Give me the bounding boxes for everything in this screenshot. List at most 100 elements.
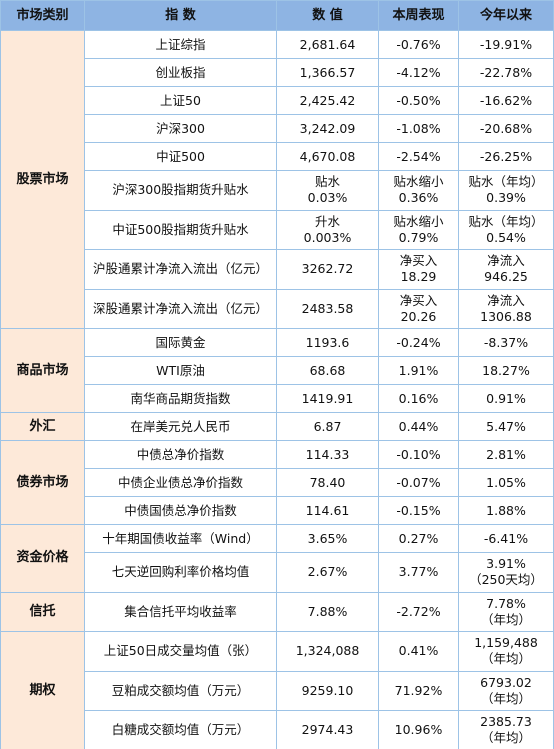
index-name: 国际黄金 [84,328,277,357]
cell-line: 贴水（年均） [468,174,544,190]
data-row: 深股通累计净流入流出（亿元） 2483.58 净买入 20.26 净流入 1306.88 [1,288,554,329]
data-row: 商品市场 国际黄金 1193.6 -0.24% -8.37% [0,328,554,413]
index-name: 中债国债总净价指数 [84,496,277,525]
data-row: 沪股通累计净流入流出（亿元） 3262.72 净买入 18.29 净流入 946.25 [1,249,554,290]
ytd-change: 1,159,488 （年均） [458,631,554,672]
value: 2,425.42 [276,86,379,115]
cell-line: 6793.02 [480,674,532,690]
table-body: 股票市场 上证综指 2,681.64 -0.76% -19.91% 创业板指 1,366.5… [0,30,554,749]
value: 68.68 [276,356,379,385]
value: 1,324,088 [276,631,379,672]
data-row: 资金价格 十年期国债收益率（Wind） 3.65% 0.27% -6.41% [0,524,554,593]
header-cell: 本周表现 [378,0,459,31]
value: 78.40 [276,468,379,497]
data-row: 七天逆回购利率价格均值 2.67% 3.77% 3.91% （250天均） [1,552,554,593]
index-name: 上证50 [84,86,277,115]
week-change: 净买入 20.26 [378,288,459,329]
ytd-change: 3.91% （250天均） [458,552,554,593]
week-change: 净买入 18.29 [378,249,459,290]
value: 3,242.09 [276,114,379,143]
data-row: 白糖成交额均值（万元） 2974.43 10.96% 2385.73 （年均） [1,710,554,749]
index-name: 在岸美元兑人民币 [84,412,277,441]
data-row: 期权 上证50日成交量均值（张） 1,324,088 0.41% 1,159,488 （年… [0,631,554,749]
ytd-change: 贴水（年均） 0.54% [458,209,554,250]
cell-line: 3.91% [486,556,526,572]
value: 114.33 [276,440,379,469]
index-name: 七天逆回购利率价格均值 [84,552,277,593]
index-name: 创业板指 [84,58,277,87]
cell-line: 净买入 [399,292,438,308]
cell-line: 0.39% [486,190,526,206]
week-change: -0.07% [378,468,459,497]
cell-line: 净流入 [487,292,525,308]
week-change: -4.12% [378,58,459,87]
data-row: WTI原油 68.68 1.91% 18.27% [1,356,554,385]
value: 1193.6 [276,328,379,357]
value: 2.67% [276,552,379,593]
data-row: 创业板指 1,366.57 -4.12% -22.78% [1,58,554,87]
category-cell: 债券市场 [0,440,85,525]
header-cell: 市场类别 [0,0,85,31]
week-change: -2.54% [378,142,459,171]
data-row: 股票市场 上证综指 2,681.64 -0.76% -19.91% [0,30,554,329]
ytd-change: -16.62% [458,86,554,115]
week-change: -0.76% [378,30,459,59]
index-name: 沪深300股指期货升贴水 [84,170,277,211]
data-row: 外汇 在岸美元兑人民币 6.87 0.44% 5.47% [0,412,554,441]
value: 6.87 [276,412,379,441]
cell-line: 946.25 [484,269,528,285]
header-cell: 指 数 [84,0,277,31]
cell-line: 2385.73 [480,714,532,730]
index-name: 白糖成交额均值（万元） [84,710,277,749]
value: 升水 0.003% [276,209,379,250]
index-name: 深股通累计净流入流出（亿元） [84,288,277,329]
week-change: 3.77% [378,552,459,593]
ytd-change: 净流入 1306.88 [458,288,554,329]
ytd-change: -20.68% [458,114,554,143]
ytd-change: 7.78% （年均） [458,591,554,632]
data-row: 信托 集合信托平均收益率 7.88% -2.72% 7.78% （年均） [0,591,554,632]
week-change: 0.44% [378,412,459,441]
index-name: 中债总净价指数 [84,440,277,469]
week-change: 10.96% [378,710,459,749]
ytd-change: -22.78% [458,58,554,87]
cell-line: 0.54% [486,229,526,245]
week-change: -2.72% [378,591,459,632]
data-row: 中债企业债总净价指数 78.40 -0.07% 1.05% [1,468,554,497]
value: 2483.58 [276,288,379,329]
week-change: -0.50% [378,86,459,115]
cell-line: 1,159,488 [474,635,538,651]
index-name: 十年期国债收益率（Wind） [84,524,277,553]
cell-line: 20.26 [400,308,437,324]
category-cell: 期权 [0,631,85,749]
cell-line: 7.78% [486,595,526,611]
value: 4,670.08 [276,142,379,171]
value: 114.61 [276,496,379,525]
index-name: 中债企业债总净价指数 [84,468,277,497]
category-cell: 商品市场 [0,328,85,413]
index-name: 集合信托平均收益率 [84,591,277,632]
data-row: 中证500股指期货升贴水 升水 0.003% 贴水缩小 0.79% 贴水（年均） 0.54% [1,209,554,250]
cell-line: （年均） [480,690,531,706]
data-row: 上证50 2,425.42 -0.50% -16.62% [1,86,554,115]
cell-line: 净买入 [399,253,438,269]
value: 1419.91 [276,384,379,413]
cell-line: 1306.88 [480,308,532,324]
ytd-change: -19.91% [458,30,554,59]
category-cell: 资金价格 [0,524,85,593]
week-change: -1.08% [378,114,459,143]
week-change: 71.92% [378,670,459,711]
cell-line: （250天均） [469,572,543,588]
header-cell: 数 值 [276,0,379,31]
category-cell: 外汇 [0,412,85,441]
index-name: 上证综指 [84,30,277,59]
index-name: 豆粕成交额均值（万元） [84,670,277,711]
week-change: 贴水缩小 0.36% [378,170,459,211]
week-change: 0.41% [378,631,459,672]
week-change: 0.16% [378,384,459,413]
category-cell: 信托 [0,591,85,632]
value: 3262.72 [276,249,379,290]
week-change: -0.10% [378,440,459,469]
week-change: 1.91% [378,356,459,385]
